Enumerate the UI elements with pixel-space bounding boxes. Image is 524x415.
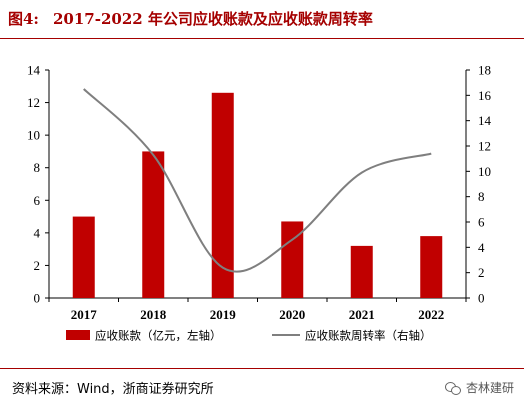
left-tick-label: 14	[27, 63, 41, 78]
chart: 0 2 4 6 8 10 12 14 0 2 4 6 8 10 12 14 16 18 2017 2018 2019 20…	[27, 63, 492, 343]
receivables-bar	[72, 216, 95, 298]
right-tick-label: 4	[478, 240, 485, 255]
receivables-bar	[350, 245, 373, 298]
right-tick-label: 12	[478, 139, 491, 154]
x-tick-label: 2020	[279, 307, 305, 322]
left-tick-label: 8	[34, 160, 41, 175]
left-tick-label: 4	[34, 225, 41, 240]
left-tick-label: 6	[34, 193, 41, 208]
watermark-text: 杏林建研	[465, 381, 514, 395]
watermark: 杏林建研	[444, 379, 514, 396]
right-tick-label: 8	[478, 189, 485, 204]
receivables-bar	[420, 236, 443, 298]
wechat-icon	[444, 381, 461, 395]
left-tick-label: 12	[27, 95, 40, 110]
left-tick-label: 2	[34, 258, 41, 273]
figure-title: 图4: 2017-2022 年公司应收账款及应收账款周转率	[8, 8, 373, 29]
right-tick-label: 16	[478, 88, 492, 103]
chart-title: 2017-2022 年公司应收账款及应收账款周转率	[52, 10, 373, 28]
receivables-bar	[281, 221, 304, 298]
right-tick-label: 2	[478, 265, 485, 280]
left-tick-label: 10	[27, 128, 40, 143]
legend-bar-label: 应收账款（亿元，左轴）	[95, 329, 222, 343]
x-tick-label: 2021	[349, 307, 375, 322]
receivables-bar	[142, 151, 165, 298]
x-tick-label: 2018	[140, 307, 167, 322]
right-tick-label: 10	[478, 164, 491, 179]
receivables-bar	[211, 92, 234, 298]
x-tick-label: 2022	[418, 307, 444, 322]
source-bar: 资料来源：Wind，浙商证券研究所 杏林建研	[0, 368, 524, 415]
right-tick-label: 6	[478, 215, 485, 230]
legend-bar-swatch	[66, 330, 90, 340]
figure-number: 图4:	[8, 10, 39, 28]
x-tick-label: 2017	[71, 307, 98, 322]
right-tick-label: 18	[478, 63, 491, 78]
left-tick-label: 0	[34, 291, 41, 306]
x-tick-label: 2019	[210, 307, 237, 322]
right-tick-label: 14	[478, 113, 492, 128]
source-note: 资料来源：Wind，浙商证券研究所	[12, 382, 214, 397]
figure-title-bar: 图4: 2017-2022 年公司应收账款及应收账款周转率	[0, 0, 524, 39]
legend-line-label: 应收账款周转率（右轴）	[305, 329, 432, 343]
turnover-line	[83, 88, 432, 273]
right-tick-label: 0	[478, 291, 485, 306]
